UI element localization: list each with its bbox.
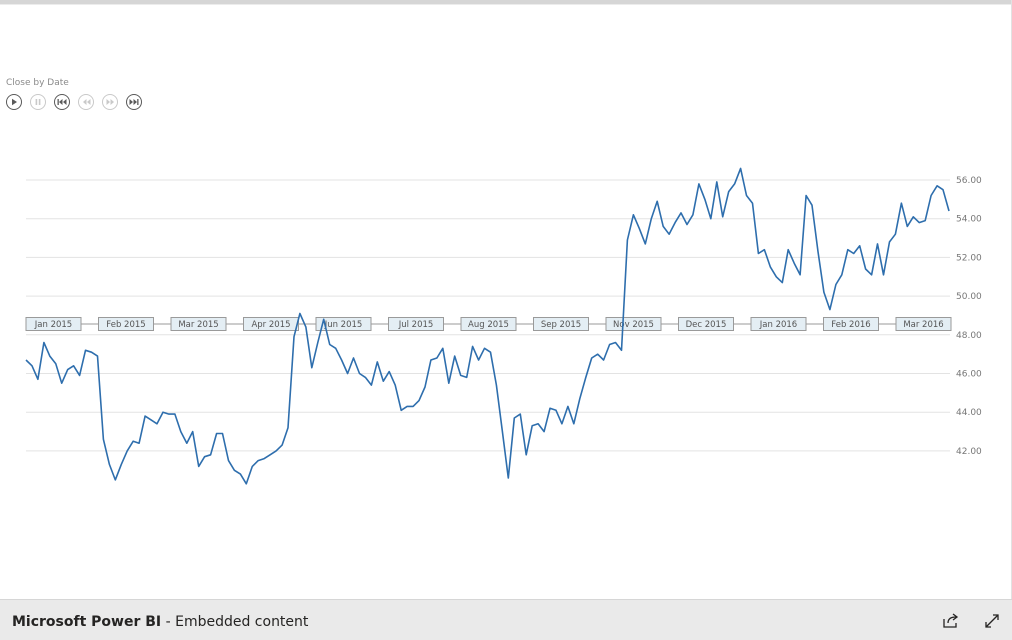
month-label-box — [170, 317, 227, 331]
y-tick-label: 44.00 — [956, 408, 982, 418]
share-button[interactable] — [940, 610, 962, 632]
pause-icon — [35, 99, 41, 105]
window-top-divider — [0, 4, 1012, 5]
step-back-button[interactable] — [78, 94, 94, 110]
y-tick-label: 52.00 — [956, 253, 982, 263]
month-label-box — [460, 317, 517, 331]
month-label: Dec 2015 — [686, 320, 727, 330]
footer-subtitle: Embedded content — [175, 614, 309, 630]
fullscreen-button[interactable] — [981, 610, 1003, 632]
y-tick-label: 48.00 — [956, 331, 982, 341]
month-label-box — [243, 317, 299, 331]
month-label-box — [315, 317, 372, 331]
y-axis: 42.00 44.00 46.00 48.00 50.00 52.00 54.00 56.00 — [956, 176, 982, 457]
window-top-border — [0, 0, 1012, 4]
skip-to-start-button[interactable] — [54, 94, 70, 110]
month-label-box — [605, 317, 662, 331]
step-forward-button[interactable] — [102, 94, 118, 110]
footer-separator: - — [161, 614, 176, 630]
gridlines — [26, 179, 950, 452]
month-label: Mar 2015 — [178, 320, 218, 330]
month-label-box — [533, 317, 589, 331]
month-label-box — [678, 317, 734, 331]
month-label: Feb 2016 — [831, 320, 870, 330]
month-label: Nov 2015 — [613, 320, 654, 330]
month-label-box — [98, 317, 154, 331]
expand-icon — [985, 614, 999, 628]
series-layer — [25, 167, 950, 485]
line-chart: 42.00 44.00 46.00 48.00 50.00 52.00 54.00 56.00… — [25, 167, 982, 485]
step-back-icon — [82, 99, 90, 105]
month-label: Mar 2016 — [903, 320, 943, 330]
month-label-box — [750, 317, 807, 331]
month-label: Jan 2015 — [34, 320, 72, 330]
month-axis: Jan 2015 Feb 2015 Mar 2015 Apr 2015 Jun 2015… — [25, 317, 952, 331]
y-tick-label: 54.00 — [956, 215, 982, 225]
y-tick-label: 46.00 — [956, 370, 982, 380]
month-label: Jan 2016 — [759, 320, 797, 330]
skip-to-end-button[interactable] — [126, 94, 142, 110]
month-label-box — [895, 317, 952, 331]
month-label-box — [25, 317, 82, 331]
step-forward-icon — [106, 99, 114, 105]
share-icon — [943, 613, 959, 628]
month-label: Sep 2015 — [541, 320, 581, 330]
visual-title: Close by Date — [6, 78, 69, 88]
y-tick-label: 56.00 — [956, 176, 982, 186]
series-line — [25, 167, 950, 485]
skip-to-end-icon — [129, 99, 139, 105]
play-button[interactable] — [6, 94, 22, 110]
month-label-box — [388, 317, 444, 331]
y-tick-label: 50.00 — [956, 292, 982, 302]
month-label: Aug 2015 — [468, 320, 509, 330]
month-label: Jul 2015 — [398, 320, 434, 330]
skip-to-start-icon — [57, 99, 67, 105]
month-label: Feb 2015 — [106, 320, 145, 330]
month-label: Jun 2015 — [324, 320, 363, 330]
pause-button[interactable] — [30, 94, 46, 110]
footer-brand: Microsoft Power BI — [12, 614, 162, 630]
month-label: Apr 2015 — [251, 320, 290, 330]
month-label-box — [823, 317, 879, 331]
y-tick-label: 42.00 — [956, 447, 982, 457]
footer-bar: Microsoft Power BI - Embedded content — [0, 599, 1012, 640]
footer-title: Microsoft Power BI - Embedded content — [12, 614, 308, 630]
play-icon — [12, 98, 17, 106]
